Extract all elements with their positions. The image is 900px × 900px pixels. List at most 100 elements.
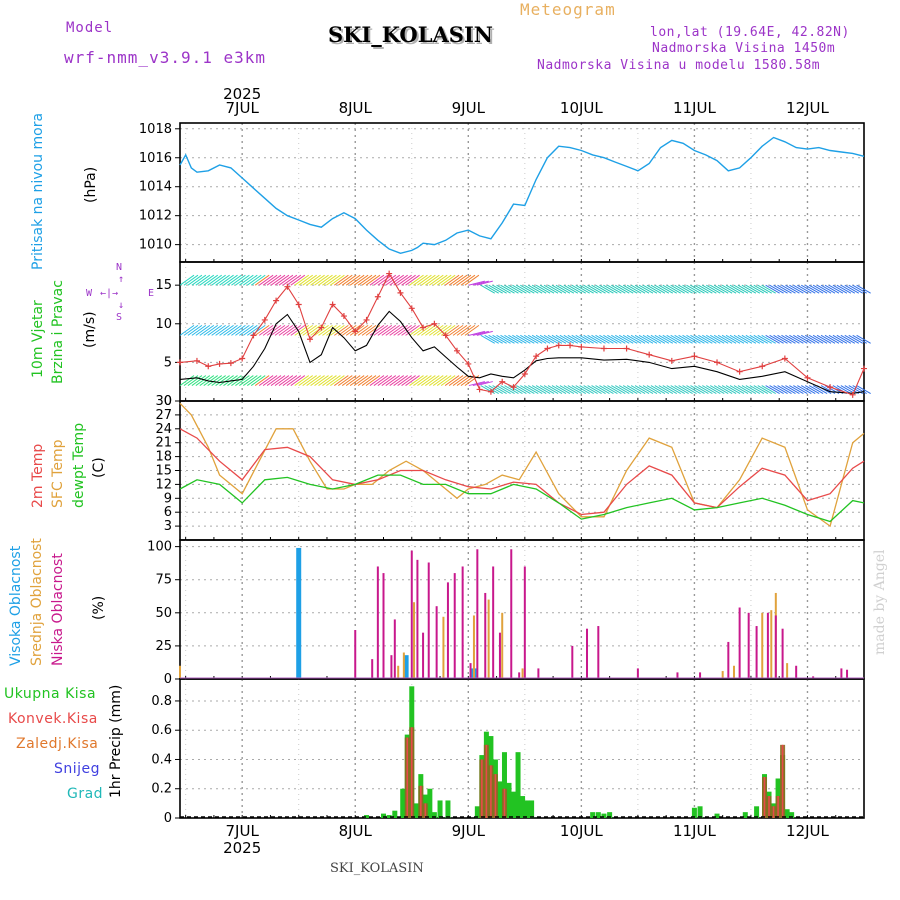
cloud-bar [413,602,416,678]
wind-barb [527,334,543,344]
wind-barb [559,284,575,294]
wind-barb [432,274,448,286]
wind-barb [357,274,373,286]
wind-barb [436,274,452,286]
wind-barb [195,375,211,386]
wind-barb [729,385,745,394]
precip-total-bar [520,796,526,818]
wind-barb [603,334,618,344]
wind-barb [199,324,215,336]
wind-barb [385,324,401,336]
wind-barb [615,385,630,394]
wind-barb [737,385,753,394]
y-tick-label: 0 [164,811,172,826]
wind-barb [658,385,674,394]
wind-barb [464,324,480,336]
wind-barb [231,324,246,336]
wind-barb [373,375,389,386]
wind-gust-marker [397,289,404,296]
wind-barb [547,334,563,344]
wind-barb [769,334,784,344]
cloud-bar [840,668,843,678]
wind-barb [820,284,836,294]
wind-barb [603,385,618,394]
wind-barb [706,334,721,344]
wind-barb [741,385,757,394]
y-tick-label: 0.4 [151,752,172,767]
wind-barb [749,385,765,394]
wind-gust-marker [555,342,562,349]
wind-barb [417,375,432,386]
day-label-bottom: 10JUL [560,822,603,840]
wind-barb [409,375,424,386]
wind-gust-marker [759,363,766,370]
day-label-bottom: 7JUL [226,822,260,840]
wind-barb [789,334,804,344]
wind-gust-marker [386,270,393,277]
wind-barb [587,385,602,394]
precip-total-bar [501,752,507,818]
wind-gust-marker [193,357,200,364]
y-tick-label: 30 [155,394,172,409]
wind-barb [282,324,298,336]
wind-barb [425,274,440,286]
y-tick-label: 12 [155,477,172,492]
wind-barb [615,334,630,344]
wind-barb [322,274,337,286]
wind-barb [630,284,646,294]
wind-barb [508,334,523,344]
wind-barb [753,385,769,394]
wind-barb [520,284,535,294]
wind-gust-marker [521,370,528,377]
wind-gust-marker [861,365,867,372]
precip-total-bar [413,803,419,818]
wind-barb [334,324,349,336]
wind-gust-marker [205,363,212,370]
cloud-bar [518,672,521,678]
wind-barb [318,375,333,386]
wind-barb [278,375,294,386]
wind-barb [563,385,579,394]
wind-barb [365,324,381,336]
wind-gust-marker [408,305,415,312]
wind-gust-marker [691,353,698,360]
wind-barb [559,385,575,394]
wind-barb [337,274,353,286]
wind-gust-marker [465,360,472,367]
precip-total-bar [381,813,387,818]
cloud-bar [402,652,405,678]
precip-total-bar [386,815,392,818]
day-label-top: 7JUL [226,99,260,117]
wind-barb [496,284,511,294]
wind-barb [290,274,306,286]
y-tick-label: 0 [164,394,172,409]
precip-total-bar [714,813,720,818]
wind-barb [765,284,780,294]
wind-barb [365,274,381,286]
wind-barb [215,375,230,386]
wind-barb [555,385,571,394]
wind-barb [547,385,563,394]
wind-barb [516,334,531,344]
wind-barb [452,274,468,286]
day-label-top: 10JUL [560,99,603,117]
wind-barb [432,375,448,386]
wind-barb [611,284,626,294]
wind-barb [721,334,737,344]
wind-gust-marker [453,347,460,354]
wind-barb [183,375,199,386]
wind-barb [405,274,420,286]
wind-barb [429,375,444,386]
wind-barb [211,375,226,386]
wind-barb [373,324,389,336]
wind-barb [472,330,489,336]
wind-barb [836,385,852,394]
footer-station: SKI_KOLASIN [330,861,424,876]
wind-barb [306,274,321,286]
wind-barb [393,324,408,336]
cloud-bar [296,547,302,678]
wind-gust-marker [239,355,246,362]
wind-barb [567,385,583,394]
